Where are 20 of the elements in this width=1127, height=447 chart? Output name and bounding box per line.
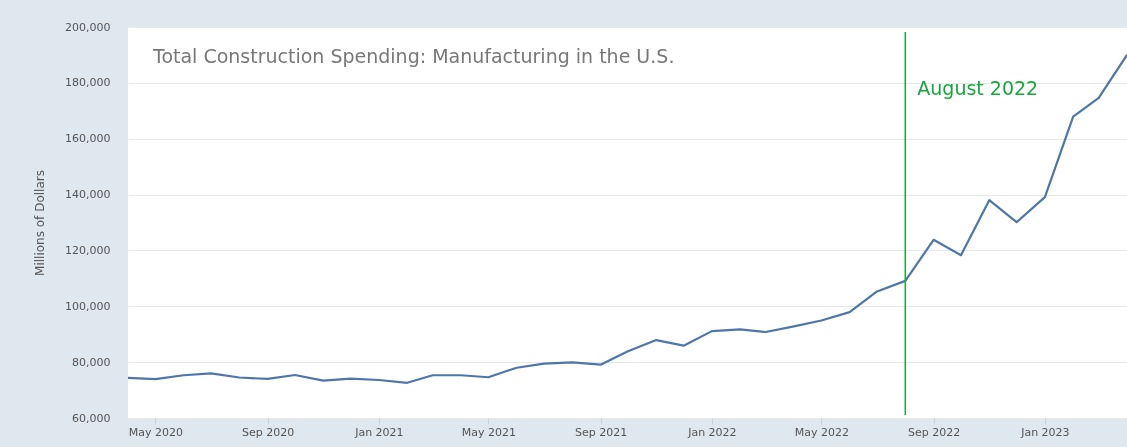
x-tick-label: Jan 2023 bbox=[1020, 425, 1070, 439]
x-tick-label: Jan 2021 bbox=[354, 425, 404, 439]
y-tick-label: 180,000 bbox=[65, 76, 111, 90]
y-tick-label: 160,000 bbox=[65, 132, 111, 146]
x-tick-label: May 2021 bbox=[461, 425, 516, 439]
text: Total Construction Spending: Manufacturing in the U.S. bbox=[152, 45, 675, 67]
x-tick-label: May 2022 bbox=[794, 425, 849, 439]
x-tick-label: Sep 2021 bbox=[574, 425, 628, 439]
y-tick-label: 100,000 bbox=[65, 299, 111, 313]
y-tick-label: 140,000 bbox=[65, 188, 111, 202]
y-axis-title: Millions of Dollars bbox=[33, 170, 48, 276]
y-tick-label: 200,000 bbox=[65, 20, 111, 34]
x-tick-label: May 2020 bbox=[128, 425, 183, 439]
y-tick-label: 60,000 bbox=[72, 411, 111, 425]
y-tick-label: 80,000 bbox=[72, 355, 111, 369]
y-tick-label: 120,000 bbox=[65, 243, 111, 257]
x-tick-label: Sep 2022 bbox=[907, 425, 961, 439]
x-tick-label: Jan 2022 bbox=[687, 425, 737, 439]
ref-line-label: August 2022 bbox=[917, 77, 1039, 99]
x-tick-label: Sep 2020 bbox=[241, 425, 295, 439]
